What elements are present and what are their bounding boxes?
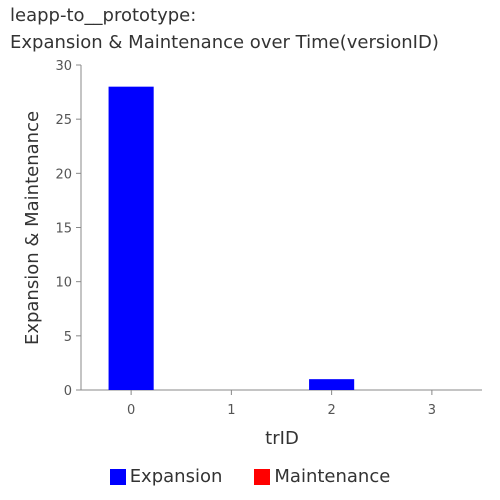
x-axis-ticks: 0 1 2 3 <box>127 390 436 418</box>
legend-swatch-maintenance <box>254 468 271 485</box>
y-tick-label: 10 <box>55 276 72 291</box>
y-tick-label: 15 <box>55 222 72 237</box>
legend-item-expansion[interactable]: Expansion <box>109 466 223 487</box>
y-axis-label: Expansion & Maintenance <box>22 111 43 345</box>
chart-bars <box>108 86 355 391</box>
y-tick-label: 5 <box>64 330 72 345</box>
x-tick-label: 0 <box>127 403 135 418</box>
legend-label-maintenance: Maintenance <box>274 466 391 487</box>
legend-item-maintenance[interactable]: Maintenance <box>254 466 390 487</box>
y-tick-label: 30 <box>55 59 72 74</box>
legend-label-expansion: Expansion <box>129 466 223 487</box>
y-tick-label: 0 <box>64 384 72 399</box>
x-tick-label: 3 <box>428 403 436 418</box>
x-tick-label: 2 <box>327 403 335 418</box>
chart-title-line-1: leapp-to__prototype: <box>10 5 197 26</box>
y-tick-label: 25 <box>55 113 72 128</box>
chart-title-line-2: Expansion & Maintenance over Time(versio… <box>10 32 439 53</box>
y-axis-ticks: 0 5 10 15 20 25 30 <box>55 59 81 399</box>
chart-legend: Expansion Maintenance <box>0 466 500 487</box>
x-tick-label: 1 <box>227 403 235 418</box>
y-tick-label: 20 <box>55 167 72 182</box>
legend-swatch-expansion <box>109 468 126 485</box>
x-axis-label: trID <box>265 428 299 449</box>
bar-expansion-2[interactable] <box>309 379 355 390</box>
bar-expansion-0[interactable] <box>108 86 154 391</box>
